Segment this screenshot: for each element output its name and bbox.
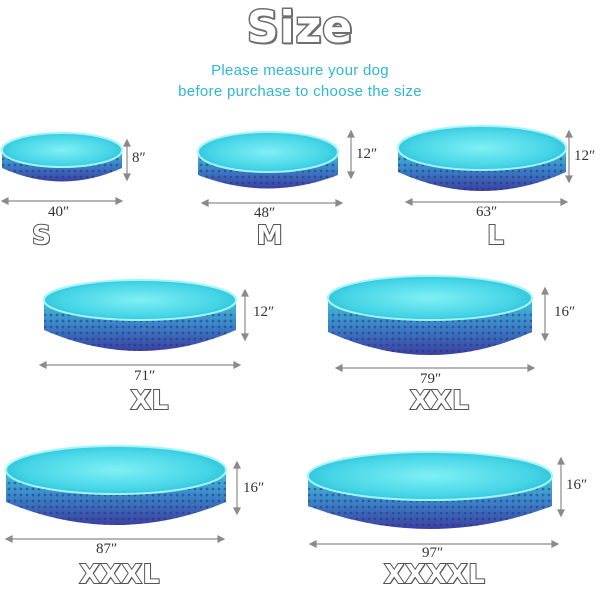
pool-xl-image bbox=[43, 279, 237, 351]
height-s: 8″ bbox=[132, 150, 146, 166]
height-xxxxl: 16″ bbox=[566, 477, 588, 493]
size-label-s: S bbox=[31, 220, 52, 252]
height-l: 12″ bbox=[574, 148, 596, 164]
diameter-xl: 71″ bbox=[134, 368, 156, 384]
page-title: Size bbox=[245, 1, 354, 55]
size-label-l: L bbox=[486, 220, 505, 252]
pool-xxl-image bbox=[327, 275, 533, 355]
diameter-xxxxl: 97″ bbox=[422, 545, 444, 561]
pool-xxxxl-image bbox=[307, 451, 553, 529]
height-xxl: 16″ bbox=[554, 304, 576, 320]
diameter-l: 63″ bbox=[476, 204, 498, 220]
subtitle-line-2: before purchase to choose the size bbox=[178, 83, 422, 100]
size-label-xxxl: XXXL bbox=[79, 559, 161, 591]
height-xxxl: 16″ bbox=[243, 480, 265, 496]
pool-xxxl-image bbox=[5, 445, 227, 525]
pool-s-image bbox=[1, 132, 123, 182]
diameter-xxl: 79″ bbox=[420, 371, 442, 387]
subtitle-line-1: Please measure your dog bbox=[211, 62, 389, 79]
pool-l-image bbox=[397, 125, 567, 191]
size-label-xxxxl: XXXXL bbox=[383, 559, 486, 591]
height-xl: 12″ bbox=[253, 304, 275, 320]
diameter-m: 48″ bbox=[254, 205, 276, 221]
size-label-xxl: XXL bbox=[409, 385, 470, 417]
height-m: 12″ bbox=[356, 146, 378, 162]
pool-m-image bbox=[197, 131, 339, 189]
diameter-xxxl: 87″ bbox=[96, 541, 118, 557]
size-label-m: M bbox=[256, 220, 284, 252]
size-label-xl: XL bbox=[130, 385, 170, 417]
diameter-s: 40″ bbox=[48, 204, 70, 220]
